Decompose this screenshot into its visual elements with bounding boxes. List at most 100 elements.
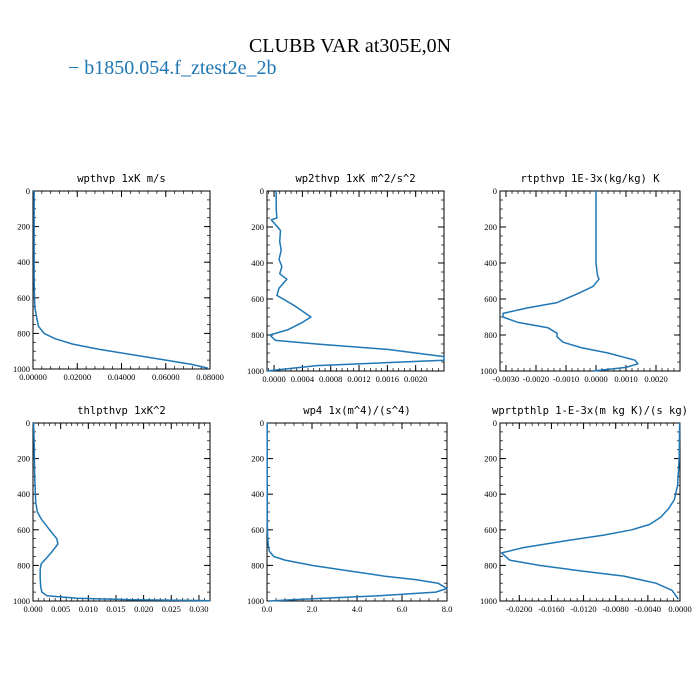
plot-frame [499, 422, 681, 602]
series-line [32, 422, 211, 602]
y-tick-label: 600 [17, 293, 30, 303]
x-tick-label: -0.0020 [523, 374, 549, 384]
plot-frame [266, 190, 445, 372]
plot-frame [32, 190, 211, 370]
y-tick-label: 0 [260, 418, 264, 428]
panel-title: rtpthvp 1E-3x(kg/kg) K [520, 173, 660, 185]
series-line [500, 422, 681, 600]
series-line [33, 191, 208, 369]
x-tick-label: 0.0012 [347, 374, 370, 384]
x-tick-label: 0.0008 [319, 374, 342, 384]
panel-2: wp2thvp 1xK m^2/s^2 0.0000 0.0004 0.0008 0.0… [247, 173, 445, 384]
panel-3: rtpthvp 1E-3x(kg/kg) K -0.0030 -0.0020 -0.0… [480, 173, 681, 384]
panel-title: wp2thvp 1xK m^2/s^2 [295, 173, 415, 185]
x-tick-label: 0.0 [262, 604, 273, 614]
panel-6: wprtpthlp 1-E-3x(m kg K)/(s kg) -0.0200 -0… [480, 405, 692, 614]
y-tick-label: 1000 [13, 596, 30, 606]
series-line [266, 423, 448, 602]
x-tick-label: -0.0030 [493, 374, 519, 384]
y-tick-label: 400 [484, 489, 497, 499]
x-tick-label: -0.0010 [553, 374, 579, 384]
figure-title: CLUBB VAR at305E,0N [248, 35, 452, 57]
x-tick-label: 0.06000 [152, 372, 180, 382]
y-tick-label: 0 [493, 418, 497, 428]
x-tick-label: 0.0000 [262, 374, 285, 384]
x-tick-label: 0.08000 [196, 372, 224, 382]
x-tick-label: 0.0016 [376, 374, 399, 384]
y-tick-label: 0 [26, 186, 30, 196]
x-tick-label: 0.0004 [291, 374, 315, 384]
x-tick-label: 0.000 [23, 604, 42, 614]
x-tick-label: 0.025 [162, 604, 181, 614]
panel-5: wp4 1x(m^4)/(s^4) 0.0 2.0 4.0 6.0 8.0 0 200 400 6… [247, 405, 452, 614]
x-tick-label: 0.010 [79, 604, 98, 614]
series-line [266, 191, 445, 372]
panel-title: wpthvp 1xK m/s [77, 173, 166, 185]
y-tick-label: 600 [484, 525, 497, 535]
y-tick-label: 0 [493, 186, 497, 196]
y-tick-label: 800 [17, 560, 30, 570]
y-tick-label: 0 [260, 186, 264, 196]
legend-line-icon: − [68, 57, 85, 79]
y-tick-label: 1000 [480, 366, 497, 376]
x-tick-label: -0.0040 [635, 604, 661, 614]
y-tick-label: 1000 [13, 364, 30, 374]
panel-title: thlpthvp 1xK^2 [77, 405, 166, 417]
y-tick-label: 400 [17, 257, 30, 267]
y-tick-label: 600 [251, 294, 264, 304]
plot-frame [499, 190, 681, 372]
series-line [502, 191, 639, 372]
x-tick-label: 0.0010 [614, 374, 637, 384]
y-tick-label: 1000 [247, 366, 264, 376]
plot-frame [32, 422, 211, 602]
x-tick-label: 2.0 [307, 604, 318, 614]
x-tick-label: 0.0000 [668, 604, 691, 614]
y-tick-label: 200 [484, 222, 497, 232]
x-tick-label: 0.030 [189, 604, 208, 614]
y-tick-label: 600 [484, 294, 497, 304]
panel-title: wprtpthlp 1-E-3x(m kg K)/(s kg) [492, 405, 688, 417]
y-tick-label: 1000 [247, 596, 264, 606]
x-tick-label: -0.0080 [603, 604, 629, 614]
panel-title: wp4 1x(m^4)/(s^4) [303, 405, 410, 417]
x-tick-label: -0.0200 [506, 604, 532, 614]
y-tick-label: 200 [484, 454, 497, 464]
y-tick-label: 800 [484, 560, 497, 570]
y-tick-label: 800 [251, 560, 264, 570]
y-tick-label: 200 [251, 222, 264, 232]
legend: − b1850.054.f_ztest2e_2b [68, 57, 276, 80]
y-tick-label: 200 [17, 222, 30, 232]
y-tick-label: 0 [26, 418, 30, 428]
y-tick-label: 800 [17, 328, 30, 338]
x-tick-label: 0.005 [51, 604, 70, 614]
x-tick-label: 8.0 [442, 604, 453, 614]
plot-frame [266, 422, 448, 602]
y-tick-label: 400 [251, 258, 264, 268]
x-tick-label: 0.04000 [108, 372, 136, 382]
x-tick-label: 0.0000 [584, 374, 607, 384]
y-tick-label: 600 [251, 525, 264, 535]
y-tick-label: 1000 [480, 596, 497, 606]
y-tick-label: 200 [251, 454, 264, 464]
y-tick-label: 400 [484, 258, 497, 268]
x-tick-label: 6.0 [397, 604, 408, 614]
y-tick-label: 800 [251, 330, 264, 340]
x-tick-label: 4.0 [352, 604, 363, 614]
x-tick-label: 0.00000 [19, 372, 47, 382]
y-tick-label: 400 [17, 489, 30, 499]
y-tick-label: 600 [17, 525, 30, 535]
x-tick-label: 0.020 [134, 604, 153, 614]
y-tick-label: 400 [251, 489, 264, 499]
x-tick-label: 0.0020 [404, 374, 427, 384]
y-tick-label: 200 [17, 454, 30, 464]
x-tick-label: 0.015 [106, 604, 125, 614]
legend-label: b1850.054.f_ztest2e_2b [84, 57, 277, 79]
panel-1: wpthvp 1xK m/s 0.00000 0.02000 0.04000 0.060… [13, 173, 224, 382]
x-tick-label: -0.0160 [538, 604, 564, 614]
y-tick-label: 800 [484, 330, 497, 340]
panel-4: thlpthvp 1xK^2 0.000 0.005 0.010 0.015 0.020 0… [13, 405, 211, 614]
x-tick-label: 0.02000 [63, 372, 91, 382]
x-tick-label: -0.0120 [570, 604, 596, 614]
x-tick-label: 0.0020 [644, 374, 667, 384]
